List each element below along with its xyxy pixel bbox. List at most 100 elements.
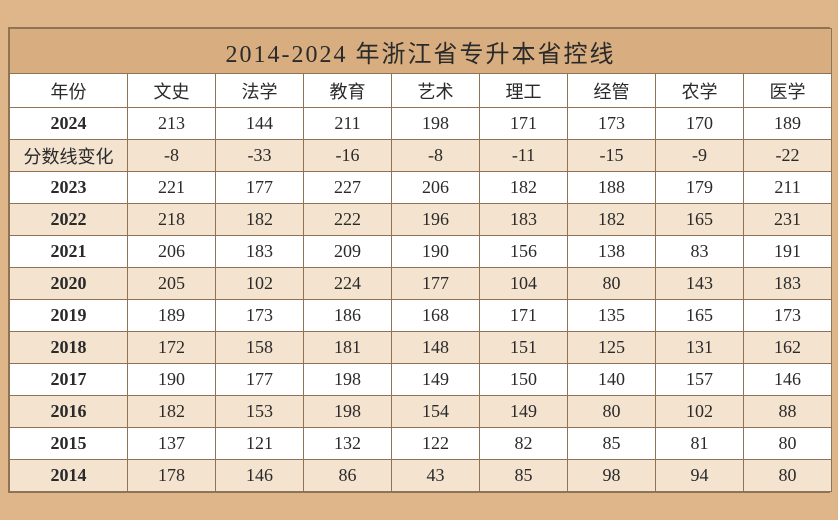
data-cell: 189: [128, 300, 216, 332]
data-cell: 153: [216, 396, 304, 428]
data-cell: 198: [304, 396, 392, 428]
data-cell: 140: [568, 364, 656, 396]
data-cell: 206: [392, 172, 480, 204]
data-cell: 143: [656, 268, 744, 300]
year-cell: 2015: [10, 428, 128, 460]
data-cell: 177: [216, 172, 304, 204]
col-header-ligong: 理工: [480, 74, 568, 108]
data-cell: 80: [568, 396, 656, 428]
table-row: 201513712113212282858180: [10, 428, 832, 460]
col-header-nongxue: 农学: [656, 74, 744, 108]
data-cell: 178: [128, 460, 216, 492]
year-cell: 2023: [10, 172, 128, 204]
data-cell: 173: [744, 300, 832, 332]
data-cell: -8: [128, 140, 216, 172]
data-cell: 165: [656, 300, 744, 332]
data-cell: 182: [216, 204, 304, 236]
year-cell: 2024: [10, 108, 128, 140]
year-cell: 2020: [10, 268, 128, 300]
data-cell: 122: [392, 428, 480, 460]
data-cell: 196: [392, 204, 480, 236]
data-cell: 80: [568, 268, 656, 300]
table-row: 2023221177227206182188179211: [10, 172, 832, 204]
data-cell: 198: [392, 108, 480, 140]
data-cell: 157: [656, 364, 744, 396]
year-cell: 分数线变化: [10, 140, 128, 172]
data-cell: 177: [216, 364, 304, 396]
data-cell: 94: [656, 460, 744, 492]
table-row: 2018172158181148151125131162: [10, 332, 832, 364]
data-cell: 80: [744, 460, 832, 492]
data-cell: 148: [392, 332, 480, 364]
data-cell: 190: [392, 236, 480, 268]
data-cell: 138: [568, 236, 656, 268]
data-cell: 151: [480, 332, 568, 364]
data-cell: 125: [568, 332, 656, 364]
table-title: 2014-2024 年浙江省专升本省控线: [10, 29, 832, 74]
data-cell: 224: [304, 268, 392, 300]
data-cell: 162: [744, 332, 832, 364]
table-row: 202020510222417710480143183: [10, 268, 832, 300]
header-row: 年份 文史 法学 教育 艺术 理工 经管 农学 医学: [10, 74, 832, 108]
year-cell: 2017: [10, 364, 128, 396]
col-header-faxue: 法学: [216, 74, 304, 108]
data-cell: 183: [216, 236, 304, 268]
table-row: 2024213144211198171173170189: [10, 108, 832, 140]
data-cell: 183: [744, 268, 832, 300]
data-cell: -16: [304, 140, 392, 172]
data-cell: -22: [744, 140, 832, 172]
col-header-year: 年份: [10, 74, 128, 108]
table-row: 2014178146864385989480: [10, 460, 832, 492]
data-cell: 198: [304, 364, 392, 396]
data-cell: 102: [656, 396, 744, 428]
data-cell: 211: [744, 172, 832, 204]
data-cell: 172: [128, 332, 216, 364]
data-cell: 189: [744, 108, 832, 140]
col-header-yishu: 艺术: [392, 74, 480, 108]
data-cell: 132: [304, 428, 392, 460]
data-cell: 213: [128, 108, 216, 140]
data-cell: 190: [128, 364, 216, 396]
data-cell: 182: [480, 172, 568, 204]
table-row: 分数线变化-8-33-16-8-11-15-9-22: [10, 140, 832, 172]
data-cell: 165: [656, 204, 744, 236]
table-container: 2014-2024 年浙江省专升本省控线 年份 文史 法学 教育 艺术 理工 经…: [8, 27, 830, 493]
data-cell: -11: [480, 140, 568, 172]
data-cell: 227: [304, 172, 392, 204]
data-cell: 121: [216, 428, 304, 460]
data-cell: 80: [744, 428, 832, 460]
data-cell: 179: [656, 172, 744, 204]
title-row: 2014-2024 年浙江省专升本省控线: [10, 29, 832, 74]
data-cell: 209: [304, 236, 392, 268]
data-cell: 211: [304, 108, 392, 140]
data-cell: 177: [392, 268, 480, 300]
data-cell: 221: [128, 172, 216, 204]
data-cell: 144: [216, 108, 304, 140]
year-cell: 2021: [10, 236, 128, 268]
data-cell: 218: [128, 204, 216, 236]
data-cell: 156: [480, 236, 568, 268]
data-cell: 88: [744, 396, 832, 428]
data-cell: 191: [744, 236, 832, 268]
table-body: 2024213144211198171173170189分数线变化-8-33-1…: [10, 108, 832, 492]
data-cell: 173: [568, 108, 656, 140]
year-cell: 2019: [10, 300, 128, 332]
data-cell: 85: [568, 428, 656, 460]
data-cell: 135: [568, 300, 656, 332]
data-cell: 222: [304, 204, 392, 236]
score-table: 2014-2024 年浙江省专升本省控线 年份 文史 法学 教育 艺术 理工 经…: [9, 28, 832, 492]
data-cell: 102: [216, 268, 304, 300]
data-cell: 137: [128, 428, 216, 460]
data-cell: 171: [480, 108, 568, 140]
data-cell: 98: [568, 460, 656, 492]
table-row: 202120618320919015613883191: [10, 236, 832, 268]
data-cell: 182: [568, 204, 656, 236]
table-row: 2017190177198149150140157146: [10, 364, 832, 396]
data-cell: 83: [656, 236, 744, 268]
data-cell: 183: [480, 204, 568, 236]
data-cell: 206: [128, 236, 216, 268]
data-cell: 171: [480, 300, 568, 332]
table-row: 2022218182222196183182165231: [10, 204, 832, 236]
data-cell: 188: [568, 172, 656, 204]
data-cell: 131: [656, 332, 744, 364]
